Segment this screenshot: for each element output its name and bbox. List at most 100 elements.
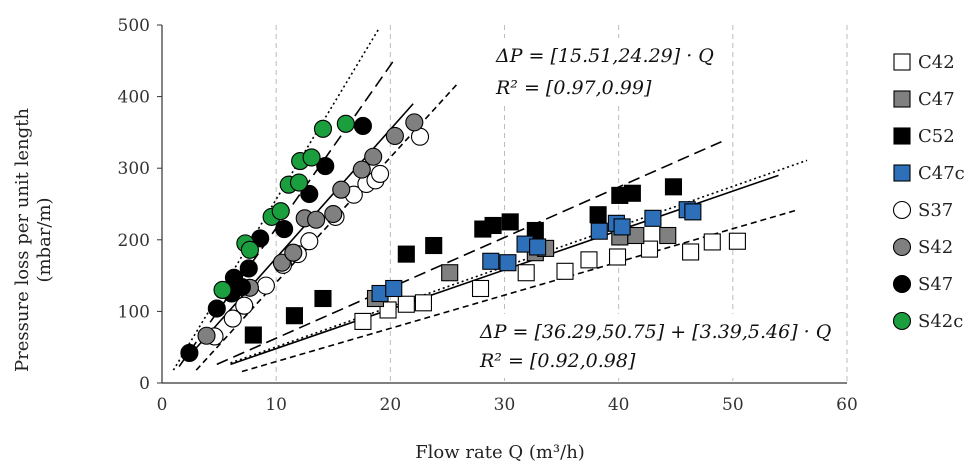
point-c47c-6 bbox=[590, 222, 608, 240]
legend-marker-c47 bbox=[893, 90, 911, 108]
point-c42-7 bbox=[580, 251, 598, 269]
legend-label-c42: C42 bbox=[918, 52, 955, 73]
legend-label-s42: S42 bbox=[918, 237, 953, 258]
point-c42-2 bbox=[397, 295, 415, 313]
point-c47c-2 bbox=[482, 252, 500, 270]
point-s42-7 bbox=[332, 180, 351, 199]
axes: 0 10 20 30 40 50 60 0 100 200 300 400 500 bbox=[118, 16, 858, 415]
y-tick-label-500: 500 bbox=[118, 16, 150, 36]
point-s47-5 bbox=[239, 259, 258, 278]
point-c42-3 bbox=[414, 294, 432, 312]
point-c42-4 bbox=[471, 279, 490, 298]
point-s47-9 bbox=[316, 157, 335, 176]
point-c42-0 bbox=[354, 312, 372, 330]
x-tick-label-50: 50 bbox=[722, 395, 744, 415]
point-s37-2 bbox=[235, 296, 254, 315]
point-c52-4 bbox=[425, 236, 443, 255]
point-c52-12 bbox=[664, 178, 683, 196]
legend-label-c47c: C47c bbox=[918, 163, 964, 184]
point-s42-5 bbox=[307, 210, 326, 229]
point-c52-6 bbox=[484, 216, 502, 235]
y-tick-label-100: 100 bbox=[118, 302, 150, 322]
legend-label-c52: C52 bbox=[918, 126, 955, 147]
point-c47c-11 bbox=[684, 203, 702, 221]
point-s47-8 bbox=[300, 184, 319, 204]
fit-line-0 bbox=[172, 28, 380, 371]
point-s42-11 bbox=[405, 113, 424, 132]
annotation-upper: ΔP = [15.51,24.29] · Q R² = [0.97,0.99] bbox=[485, 38, 714, 106]
point-s42-0 bbox=[197, 326, 216, 345]
point-s42-3 bbox=[284, 243, 303, 262]
point-s42c-6 bbox=[289, 173, 309, 192]
x-tick-label-60: 60 bbox=[836, 395, 858, 415]
point-s42-2 bbox=[272, 253, 291, 272]
annotation-lower-equation: ΔP = [36.29,50.75] + [3.39,5.46] · Q bbox=[479, 321, 831, 343]
point-c42-9 bbox=[640, 240, 659, 258]
y-axis-label-line2: (mbar/m) bbox=[34, 197, 55, 282]
fit-line-4 bbox=[216, 140, 722, 366]
legend-label-s47: S47 bbox=[918, 274, 953, 295]
point-c52-0 bbox=[244, 326, 262, 344]
point-s47-10 bbox=[353, 116, 372, 136]
legend: C42 C47 C52 C47c S37 S42 S47 S42c bbox=[892, 52, 964, 332]
annotation-upper-equation: ΔP = [15.51,24.29] · Q bbox=[495, 45, 714, 67]
annotation-upper-r2: R² = [0.97,0.99] bbox=[495, 77, 652, 99]
point-c52-11 bbox=[623, 184, 641, 202]
point-s47-7 bbox=[275, 220, 294, 239]
point-s42c-8 bbox=[302, 148, 321, 167]
point-c47c-8 bbox=[613, 218, 631, 236]
legend-marker-c42 bbox=[893, 53, 911, 71]
point-c42-11 bbox=[703, 233, 721, 251]
point-s42c-10 bbox=[336, 114, 355, 133]
y-tick-label-400: 400 bbox=[118, 88, 150, 108]
point-s42c-2 bbox=[240, 240, 259, 259]
point-c47-6 bbox=[659, 226, 677, 245]
point-c47-5 bbox=[627, 226, 645, 245]
x-tick-label-20: 20 bbox=[380, 395, 402, 415]
y-axis-label-line1: Pressure loss per unit length bbox=[12, 108, 33, 372]
fit-line-7 bbox=[241, 209, 796, 373]
point-c47c-1 bbox=[385, 279, 403, 298]
point-c52-9 bbox=[589, 206, 607, 224]
x-axis-label: Flow rate Q (m³/h) bbox=[415, 442, 585, 463]
x-tick-label-0: 0 bbox=[157, 395, 168, 415]
annotation-lower: ΔP = [36.29,50.75] + [3.39,5.46] · Q R² … bbox=[472, 314, 831, 378]
legend-marker-s42 bbox=[892, 237, 912, 257]
point-c42-8 bbox=[608, 248, 627, 266]
point-c52-3 bbox=[397, 245, 415, 263]
point-c42-5 bbox=[517, 264, 535, 282]
legend-marker-s37 bbox=[892, 200, 912, 220]
legend-label-s42c: S42c bbox=[918, 311, 963, 332]
point-c42-10 bbox=[682, 243, 700, 261]
point-s42-6 bbox=[324, 204, 343, 224]
data-points bbox=[180, 113, 746, 362]
y-tick-label-200: 200 bbox=[118, 231, 150, 251]
point-s42-9 bbox=[364, 147, 383, 166]
point-c47c-9 bbox=[644, 209, 662, 227]
point-s37-3 bbox=[256, 276, 275, 295]
point-c52-7 bbox=[501, 213, 519, 231]
point-s42c-0 bbox=[213, 280, 232, 299]
point-c52-2 bbox=[314, 289, 332, 308]
point-c52-1 bbox=[285, 307, 303, 325]
fit-line-5 bbox=[230, 159, 808, 364]
y-tick-label-0: 0 bbox=[139, 374, 150, 394]
point-s42-10 bbox=[385, 126, 404, 146]
legend-marker-s42c bbox=[892, 311, 912, 331]
x-tick-label-40: 40 bbox=[608, 395, 630, 415]
legend-marker-s47 bbox=[892, 274, 912, 294]
legend-marker-c52 bbox=[893, 127, 911, 145]
point-s47-1 bbox=[207, 299, 226, 318]
point-c47c-3 bbox=[499, 254, 517, 272]
y-tick-label-300: 300 bbox=[118, 159, 150, 179]
point-s37-1 bbox=[223, 309, 242, 328]
point-c42-6 bbox=[556, 262, 574, 280]
point-s47-4 bbox=[232, 278, 251, 297]
point-s42c-4 bbox=[271, 202, 290, 221]
point-s37-11 bbox=[371, 164, 390, 183]
legend-label-s37: S37 bbox=[918, 200, 953, 221]
point-s42c-9 bbox=[313, 119, 333, 138]
x-tick-label-10: 10 bbox=[265, 395, 287, 415]
legend-label-c47: C47 bbox=[918, 89, 955, 110]
